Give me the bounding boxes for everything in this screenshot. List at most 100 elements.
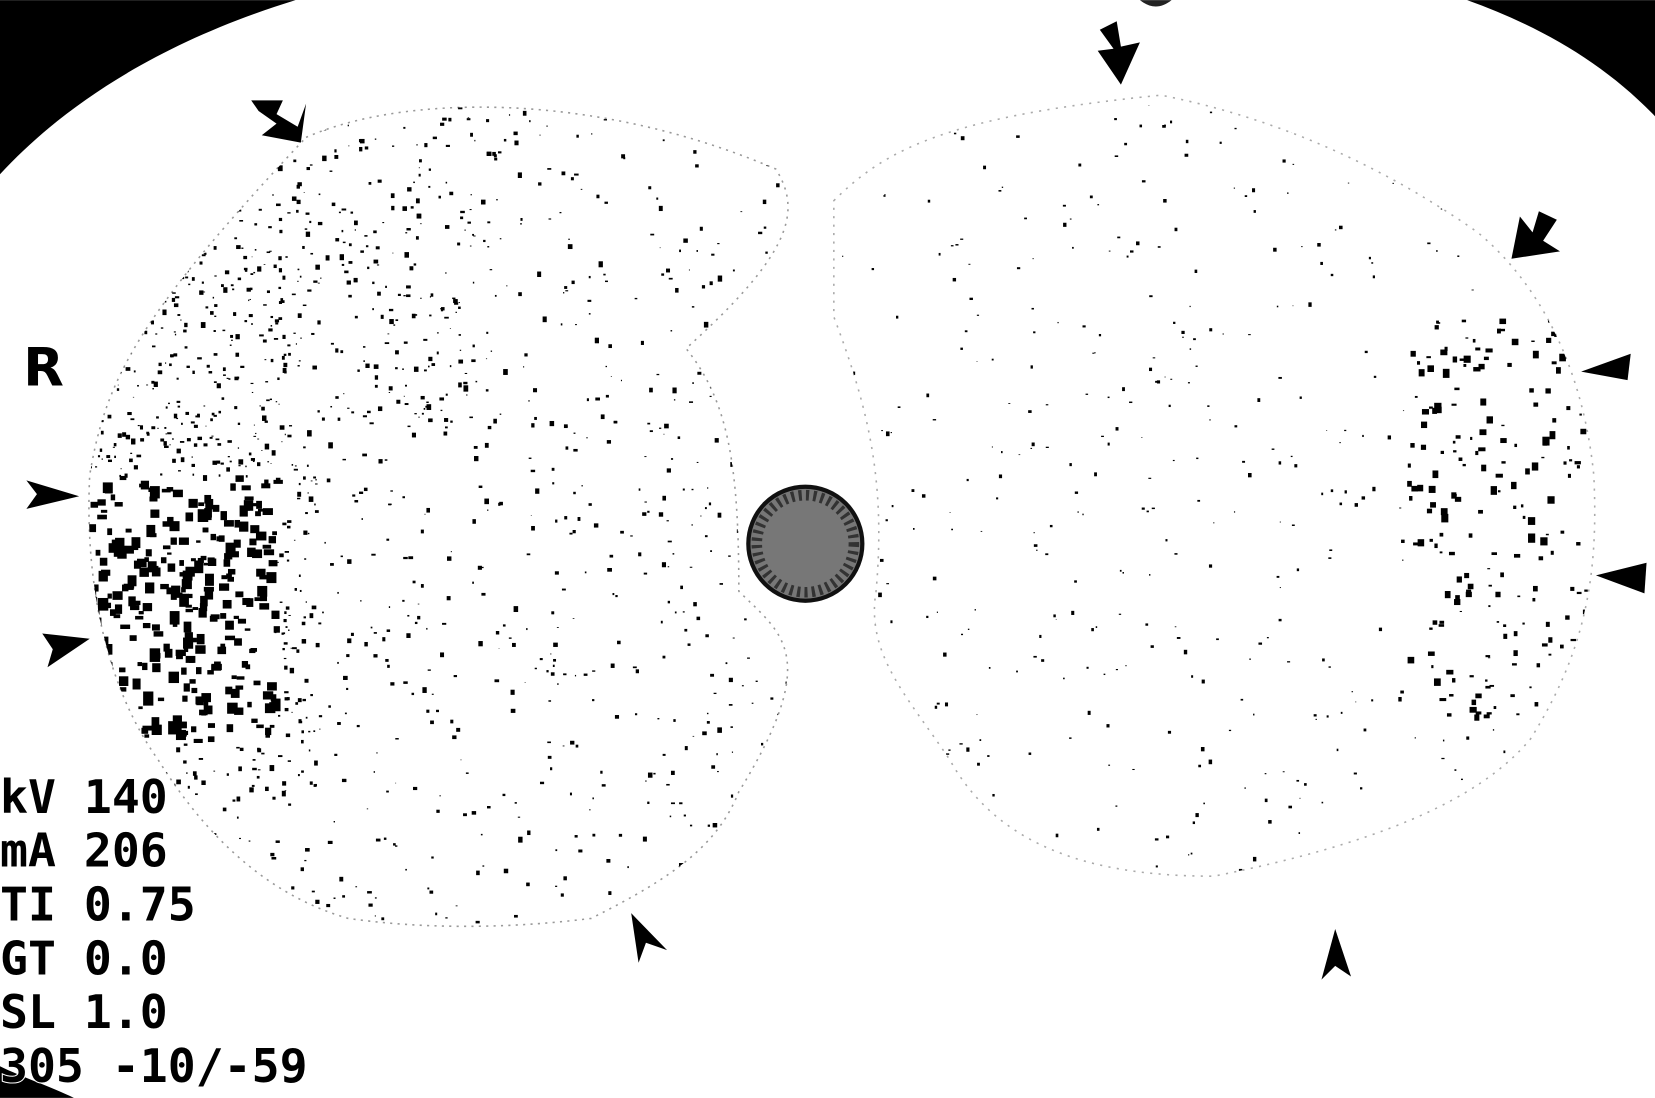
speckle xyxy=(417,615,421,620)
speckle xyxy=(1321,801,1324,804)
speckle xyxy=(448,117,452,122)
speckle xyxy=(173,331,176,333)
speckle xyxy=(165,433,168,435)
speckle xyxy=(144,557,149,562)
speckle xyxy=(214,315,217,318)
speckle xyxy=(1501,461,1506,464)
speckle xyxy=(1514,443,1518,448)
speckle xyxy=(142,603,153,612)
speckle xyxy=(679,249,681,253)
speckle xyxy=(259,334,264,337)
speckle xyxy=(1441,757,1445,760)
speckle xyxy=(1190,852,1193,855)
speckle xyxy=(890,432,892,434)
speckle xyxy=(426,709,430,713)
speckle xyxy=(706,712,709,715)
speckle xyxy=(333,897,336,899)
speckle xyxy=(315,483,318,485)
speckle xyxy=(255,432,257,435)
speckle xyxy=(402,368,404,370)
speckle xyxy=(950,245,954,247)
speckle xyxy=(278,317,283,320)
speckle xyxy=(288,629,290,631)
speckle xyxy=(220,643,226,650)
speckle xyxy=(373,654,378,658)
speckle xyxy=(154,652,161,659)
speckle xyxy=(1528,533,1536,543)
speckle xyxy=(1114,155,1119,157)
speckle xyxy=(98,570,108,582)
speckle xyxy=(684,628,688,632)
speckle xyxy=(890,620,893,624)
speckle xyxy=(97,514,107,520)
speckle xyxy=(1483,714,1490,719)
speckle xyxy=(1191,675,1194,678)
speckle xyxy=(363,360,365,362)
speckle xyxy=(387,664,390,668)
speckle xyxy=(330,563,334,566)
speckle xyxy=(223,520,234,527)
speckle xyxy=(179,593,189,607)
speckle xyxy=(299,275,302,278)
speckle xyxy=(554,571,559,575)
speckle xyxy=(475,920,480,924)
speckle xyxy=(319,728,321,730)
speckle xyxy=(167,552,172,555)
speckle xyxy=(560,323,563,326)
speckle xyxy=(429,314,432,317)
speckle xyxy=(645,780,647,782)
speckle xyxy=(1429,538,1433,542)
speckle xyxy=(1129,401,1133,404)
speckle xyxy=(362,346,366,348)
speckle xyxy=(648,186,652,190)
speckle xyxy=(551,611,555,615)
speckle xyxy=(254,223,258,226)
outer-dark-left xyxy=(0,0,296,175)
outer-dark-right xyxy=(1467,0,1655,117)
speckle xyxy=(706,721,710,724)
speckle xyxy=(502,793,506,797)
speckle xyxy=(1094,472,1097,477)
speckle xyxy=(667,540,672,543)
speckle xyxy=(705,634,709,638)
speckle xyxy=(1359,787,1363,790)
speckle xyxy=(422,687,427,693)
speckle xyxy=(596,194,600,199)
speckle xyxy=(959,743,963,745)
speckle xyxy=(246,287,251,292)
speckle xyxy=(148,487,158,493)
arrowhead xyxy=(42,633,90,668)
speckle xyxy=(896,315,899,319)
speckle xyxy=(239,220,244,222)
speckle xyxy=(273,626,280,633)
speckle xyxy=(280,298,284,302)
speckle xyxy=(964,330,968,333)
speckle xyxy=(237,447,240,449)
speckle xyxy=(141,727,149,734)
speckle xyxy=(238,766,242,772)
speckle xyxy=(570,177,574,181)
speckle xyxy=(210,533,217,541)
speckle xyxy=(696,616,701,621)
speckle xyxy=(406,633,411,638)
speckle xyxy=(290,647,293,649)
speckle xyxy=(1560,530,1565,534)
speckle xyxy=(1451,493,1457,497)
speckle xyxy=(258,208,262,211)
speckle xyxy=(608,891,612,895)
speckle xyxy=(486,151,492,156)
speckle xyxy=(1320,261,1323,265)
speckle xyxy=(1168,404,1171,408)
speckle xyxy=(404,384,407,387)
speckle xyxy=(297,365,300,367)
trachea xyxy=(746,484,865,603)
speckle xyxy=(561,171,566,176)
speckle xyxy=(456,727,461,732)
speckle xyxy=(160,327,164,329)
curved-arrow xyxy=(1097,21,1140,85)
speckle xyxy=(598,261,603,268)
speckle xyxy=(1481,464,1487,472)
speckle xyxy=(266,251,271,254)
speckle xyxy=(627,866,629,869)
speckle xyxy=(472,281,475,284)
